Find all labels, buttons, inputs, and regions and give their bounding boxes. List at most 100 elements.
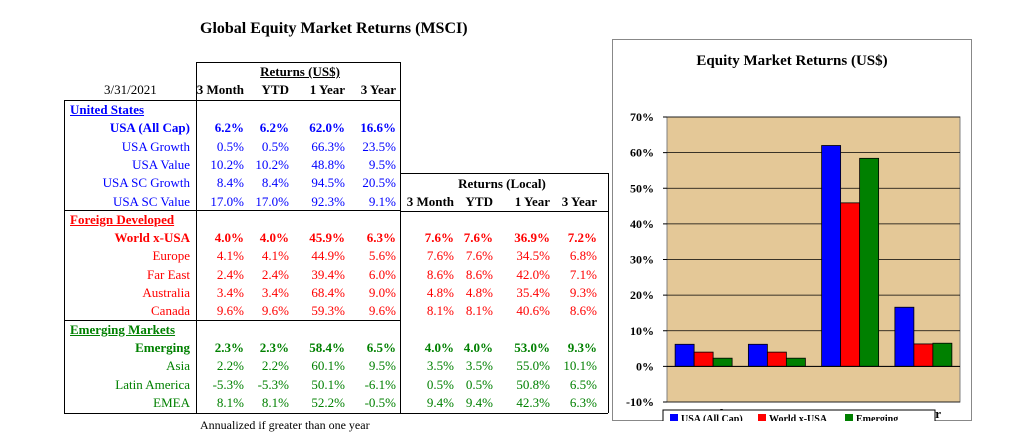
local-return-cell: 4.8% (465, 285, 493, 300)
local-return-cell: 42.3% (516, 394, 550, 410)
bar (821, 145, 842, 367)
local-return-cell: 9.4% (426, 394, 454, 410)
local-return-cell: 3.5% (465, 358, 493, 374)
bar (712, 357, 733, 367)
usd-return-cell: 58.4% (309, 339, 345, 355)
usd-return-cell: -6.1% (364, 376, 396, 392)
y-tick-label: 40% (630, 217, 654, 231)
local-return-cell: 36.9% (514, 230, 550, 246)
legend-label: Emerging (856, 414, 898, 421)
legend-label: World x-USA (769, 414, 828, 421)
local-return-cell: 0.5% (426, 376, 454, 392)
local-return-cell: 35.4% (516, 285, 550, 300)
usd-return-cell: 4.1% (261, 248, 289, 264)
row-label: Emerging (135, 339, 190, 355)
local-return-cell: 50.8% (516, 376, 550, 392)
y-tick-label: 10% (630, 324, 654, 338)
table-title: Global Equity Market Returns (MSCI) (200, 20, 468, 37)
bar (894, 306, 915, 367)
local-return-cell: 9.3% (569, 285, 597, 300)
row-label: Asia (166, 358, 190, 374)
usd-return-cell: 9.6% (261, 303, 289, 319)
usd-return-cell: 44.9% (311, 248, 345, 264)
local-return-cell: 9.4% (465, 394, 493, 410)
usd-return-cell: 8.1% (261, 394, 289, 410)
y-tick-label: 60% (630, 146, 654, 160)
row-label: USA SC Growth (102, 175, 190, 191)
y-tick-label: 20% (630, 288, 654, 302)
usd-return-cell: 23.5% (362, 138, 396, 154)
usd-return-cell: -5.3% (212, 376, 244, 392)
usd-return-cell: 6.2% (214, 120, 244, 136)
chart-title: Equity Market Returns (US$) (696, 53, 888, 69)
y-tick-label: 30% (630, 253, 654, 267)
usd-return-cell: 9.1% (368, 193, 396, 209)
usd-return-cell: -0.5% (364, 394, 396, 410)
local-return-cell: 9.3% (567, 339, 597, 355)
usd-period-header: YTD (261, 82, 289, 97)
local-return-cell: 7.6% (426, 248, 454, 264)
usd-return-cell: 9.0% (368, 285, 396, 300)
local-return-cell: 4.0% (463, 339, 493, 355)
usd-return-cell: 17.0% (210, 193, 244, 209)
bar (785, 357, 806, 367)
usd-return-cell: 6.5% (366, 339, 396, 355)
local-return-cell: 34.5% (516, 248, 550, 264)
local-return-cell: 7.6% (463, 230, 493, 246)
bar (840, 202, 861, 367)
usd-return-cell: 48.8% (311, 156, 345, 172)
local-return-cell: 7.1% (569, 266, 597, 282)
y-tick-label: 70% (630, 110, 654, 124)
row-label: USA Value (132, 156, 190, 172)
local-return-cell: 40.6% (516, 303, 550, 319)
usd-return-cell: 8.1% (216, 394, 244, 410)
usd-return-cell: 20.5% (362, 175, 396, 191)
as-of-date: 3/31/2021 (104, 82, 157, 97)
usd-return-cell: 3.4% (216, 285, 244, 300)
bar (674, 343, 695, 367)
usd-return-cell: 2.3% (214, 339, 244, 355)
local-return-cell: 42.0% (516, 266, 550, 282)
usd-return-cell: 60.1% (311, 358, 345, 374)
usd-return-cell: 16.6% (360, 120, 396, 136)
local-header-bottom (400, 211, 608, 212)
bar (932, 342, 953, 367)
usd-return-cell: 5.6% (368, 248, 396, 264)
section-divider (64, 319, 400, 321)
local-return-cell: 53.0% (514, 339, 550, 355)
usd-return-cell: 2.4% (216, 266, 244, 282)
local-period-header: 3 Year (561, 194, 597, 209)
usd-block-left (196, 62, 197, 414)
local-return-cell: 4.0% (424, 339, 454, 355)
usd-return-cell: 62.0% (309, 120, 345, 136)
usd-return-cell: 4.1% (216, 248, 244, 264)
local-return-cell: 55.0% (516, 358, 550, 374)
usd-return-cell: 4.0% (214, 230, 244, 246)
bar (913, 343, 934, 367)
usd-return-cell: 10.2% (255, 156, 289, 172)
usd-return-cell: 8.4% (216, 175, 244, 191)
row-label: USA (All Cap) (109, 120, 190, 136)
usd-return-cell: 17.0% (255, 193, 289, 209)
legend-box (662, 409, 936, 421)
legend-swatch (845, 414, 853, 421)
y-tick-label: -10% (626, 395, 654, 409)
usd-return-cell: 6.0% (368, 266, 396, 282)
usd-return-cell: 68.4% (311, 285, 345, 300)
usd-returns-header: Returns (US$) (260, 64, 340, 79)
local-return-cell: 8.6% (569, 303, 597, 319)
usd-return-cell: 66.3% (311, 138, 345, 154)
bar (859, 157, 880, 367)
row-label: Latin America (115, 376, 190, 392)
usd-period-header: 1 Year (309, 82, 345, 97)
local-return-cell: 6.8% (569, 248, 597, 264)
usd-return-cell: 9.6% (368, 303, 396, 319)
usd-return-cell: 8.4% (261, 175, 289, 191)
table-bottom-border (64, 413, 400, 415)
usd-block-right (400, 62, 401, 414)
local-return-cell: 8.6% (426, 266, 454, 282)
usd-return-cell: 92.3% (311, 193, 345, 209)
y-tick-label: 0% (636, 359, 654, 373)
usd-return-cell: -5.3% (257, 376, 289, 392)
